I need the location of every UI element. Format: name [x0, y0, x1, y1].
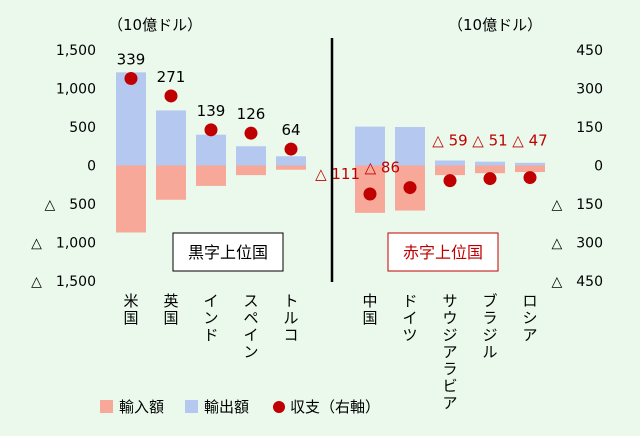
- legend-marker-balance: [273, 401, 285, 413]
- surplus-group-label: 黒字上位国: [188, 243, 268, 262]
- balance-label: 126: [237, 105, 266, 123]
- balance-label: 339: [117, 50, 146, 68]
- import-bar: [435, 165, 465, 176]
- right-tick-label: 450: [576, 43, 603, 59]
- category-label: トルコ: [283, 292, 298, 344]
- balance-label: 139: [197, 102, 226, 120]
- balance-point: [483, 172, 497, 186]
- balance-label: △ 111: [315, 165, 360, 183]
- left-tick-label: 1,500: [56, 43, 96, 59]
- right-unit-label: （10億ドル）: [448, 16, 542, 34]
- balance-labels-layer: 339 271 139 126 64 △ 111 △ 86 △ 59 △ 51 △ 47: [117, 50, 548, 183]
- category-label: インド: [203, 292, 218, 344]
- left-axis: 1,500 1,000 500 0 △ 500 △ 1,000 △ 1,500: [31, 43, 96, 290]
- export-bar: [395, 127, 425, 166]
- export-bar: [515, 162, 545, 166]
- balance-label: △ 51: [472, 132, 507, 150]
- export-bar: [196, 134, 226, 166]
- balance-label: △ 47: [512, 132, 547, 150]
- balance-label: △ 86: [365, 159, 400, 177]
- export-bar: [156, 110, 186, 166]
- balance-point: [164, 89, 178, 103]
- legend-label-exports: 輸出額: [204, 398, 249, 416]
- balance-point: [124, 71, 138, 85]
- import-bar: [116, 165, 146, 233]
- left-tick-label: 500: [69, 120, 96, 136]
- legend: 輸入額 輸出額 収支（右軸）: [100, 398, 380, 416]
- export-bar: [435, 160, 465, 166]
- balance-point: [523, 171, 537, 185]
- left-tick-label: △ 500: [45, 197, 97, 213]
- balance-point: [403, 181, 417, 195]
- legend-swatch-imports: [100, 400, 113, 413]
- surplus-group-box: [172, 232, 284, 272]
- balance-label: 64: [281, 121, 300, 139]
- left-tick-label: 0: [87, 159, 96, 175]
- left-unit-label: （10億ドル）: [108, 16, 202, 34]
- balance-point: [204, 123, 218, 137]
- left-tick-label: △ 1,500: [31, 274, 96, 290]
- export-bar: [355, 126, 385, 166]
- import-bar: [276, 165, 306, 170]
- balance-point: [284, 142, 298, 156]
- balance-point: [443, 174, 457, 188]
- deficit-group-box: [387, 232, 499, 272]
- right-tick-label: △ 300: [552, 236, 604, 252]
- right-tick-label: △ 150: [552, 197, 604, 213]
- legend-label-balance: 収支（右軸）: [290, 398, 380, 416]
- export-bar: [116, 72, 146, 166]
- category-label: ドイツ: [402, 292, 417, 344]
- legend-swatch-exports: [185, 400, 198, 413]
- balance-label: 271: [157, 68, 186, 86]
- category-label: 中国: [362, 292, 377, 327]
- category-label: 米国: [123, 292, 138, 327]
- import-bar: [196, 165, 226, 186]
- export-bar: [276, 156, 306, 166]
- import-bar: [156, 165, 186, 200]
- balance-point: [244, 126, 258, 140]
- category-label: スペイン: [243, 292, 258, 361]
- right-tick-label: 0: [594, 159, 603, 175]
- import-bar: [475, 165, 505, 174]
- right-tick-label: △ 450: [552, 274, 604, 290]
- left-tick-label: 1,000: [56, 82, 96, 98]
- export-bar: [236, 146, 266, 166]
- balance-label: △ 59: [432, 132, 467, 150]
- category-label: 英国: [163, 292, 178, 327]
- deficit-group-label: 赤字上位国: [403, 243, 483, 262]
- right-tick-label: 150: [576, 120, 603, 136]
- balance-points-layer: [124, 71, 537, 201]
- category-label: サウジアラビア: [442, 292, 457, 412]
- right-axis: 450 300 150 0 △ 150 △ 300 △ 450: [552, 43, 604, 290]
- group-boxes-layer: 黒字上位国 赤字上位国: [172, 232, 499, 272]
- category-label: ロシア: [522, 292, 537, 344]
- legend-label-imports: 輸入額: [119, 398, 164, 416]
- import-bar: [236, 165, 266, 176]
- import-bar: [515, 165, 545, 173]
- right-tick-label: 300: [576, 82, 603, 98]
- export-bar: [475, 161, 505, 166]
- category-label: ブラジル: [482, 292, 497, 361]
- left-tick-label: △ 1,000: [31, 236, 96, 252]
- balance-point: [363, 187, 377, 201]
